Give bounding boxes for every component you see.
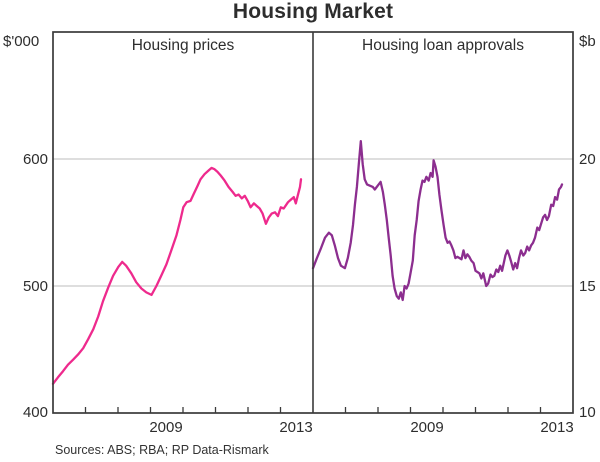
left-axis-unit-label: $'000 [3,33,40,50]
left-y-tick-500: 500 [22,278,48,295]
left-panel-title: Housing prices [131,37,235,54]
left-x-label-2009: 2009 [149,419,183,436]
housing-loan-approvals-line [311,140,564,302]
right-x-label-2009: 2009 [410,419,444,436]
sources-note: Sources: ABS; RBA; RP Data-Rismark [55,443,269,457]
right-x-label-2013: 2013 [540,419,574,436]
right-panel-title: Housing loan approvals [362,37,524,54]
left-y-tick-600: 600 [22,151,48,168]
right-axis-unit-label: $b [579,33,596,50]
housing-prices-line [51,166,303,385]
left-y-tick-400: 400 [22,404,48,421]
chart-title: Housing Market [232,0,394,23]
right-y-tick-15: 15 [579,278,596,295]
right-y-tick-20: 20 [579,151,596,168]
left-x-label-2013: 2013 [279,419,313,436]
right-y-tick-10: 10 [579,404,596,421]
